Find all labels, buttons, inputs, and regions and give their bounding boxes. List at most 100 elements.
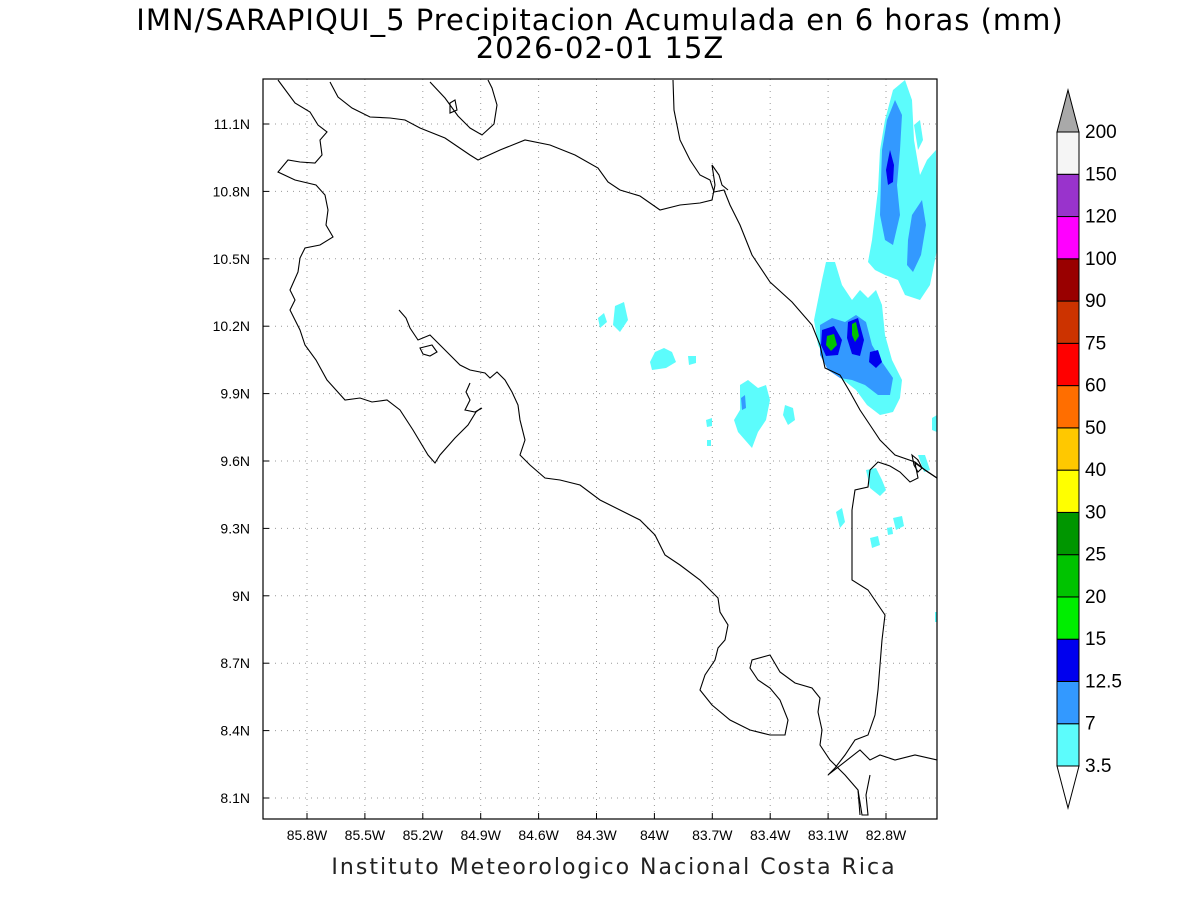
panama-border — [827, 461, 937, 776]
colorbar-level-label: 75 — [1085, 333, 1106, 354]
axis-tick-labels: 85.8W 85.5W 85.2W 84.9W 84.6W 84.3W 84W 83.7W 83… — [213, 116, 907, 843]
colorbar-swatch — [1056, 638, 1080, 682]
lon-tick-label: 84W — [640, 827, 670, 843]
small-island-north — [449, 99, 458, 114]
lat-tick-label: 10.5N — [213, 251, 250, 267]
colorbar-level-label: 20 — [1085, 587, 1106, 608]
precip-area-20mm — [852, 322, 859, 342]
lon-tick-label: 84.3W — [576, 827, 617, 843]
lat-tick-label: 11.1N — [214, 116, 250, 132]
colorbar-swatch — [1056, 173, 1080, 218]
precip-area-20mm — [826, 334, 837, 351]
precip-area-3-5mm — [914, 120, 923, 150]
institution-credit: Instituto Meteorologico Nacional Costa R… — [331, 855, 897, 880]
san-juan-river-north-shore — [429, 79, 498, 136]
colorbar-swatch — [1056, 216, 1080, 260]
precip-area-3-5mm — [870, 536, 880, 548]
precip-area-3-5mm — [836, 508, 845, 528]
colorbar-level-label: 25 — [1085, 545, 1106, 566]
precip-area-3-5mm — [866, 468, 886, 496]
lat-tick-label: 9.9N — [220, 386, 250, 402]
colorbar-swatch — [1056, 131, 1080, 175]
lat-tick-label: 8.7N — [220, 655, 250, 671]
precip-area-3-5mm — [707, 440, 711, 446]
coastlines-and-borders — [277, 79, 937, 816]
colorbar-swatch — [1056, 342, 1080, 387]
precip-area-3-5mm — [650, 348, 676, 370]
colorbar-swatch — [1056, 385, 1080, 429]
precipitation-field — [598, 80, 937, 622]
precip-area-3-5mm — [868, 80, 937, 300]
lon-tick-label: 85.8W — [287, 827, 328, 843]
precip-area-3-5mm — [706, 418, 712, 427]
colorbar-level-label: 120 — [1085, 207, 1117, 228]
colorbar-swatch — [1056, 469, 1080, 513]
lat-tick-label: 9.6N — [220, 453, 250, 469]
colorbar-level-label: 15 — [1085, 629, 1106, 650]
lon-tick-label: 83.1W — [808, 827, 849, 843]
precip-area-12-5mm — [869, 350, 882, 368]
lon-tick-label: 84.9W — [460, 827, 501, 843]
lake-nicaragua-shore — [329, 81, 729, 211]
lon-tick-label: 83.4W — [750, 827, 791, 843]
colorbar-swatch — [1056, 258, 1080, 302]
lat-tick-label: 9.3N — [220, 520, 250, 536]
bocas-island — [911, 453, 923, 473]
colorbar-swatch — [1056, 300, 1080, 344]
lat-tick-label: 8.4N — [220, 723, 250, 739]
lat-tick-label: 10.8N — [213, 183, 250, 199]
lon-tick-label: 83.7W — [692, 827, 733, 843]
colorbar-level-label: 40 — [1085, 460, 1106, 481]
nicaragua-border-coast — [277, 79, 482, 464]
lon-tick-label: 82.8W — [866, 827, 907, 843]
precip-area-3-5mm — [893, 516, 904, 530]
lon-tick-label: 85.5W — [345, 827, 386, 843]
precipitation-colorbar: 3.5 7 12.5 15 20 25 30 40 50 60 75 90 100 120 150 200 — [1056, 88, 1122, 810]
precip-area-3-5mm — [887, 527, 893, 535]
precip-area-7mm — [741, 395, 746, 410]
map-title: IMN/SARAPIQUI_5 Precipitacion Acumulada … — [136, 3, 1064, 37]
colorbar-swatch — [1056, 511, 1080, 556]
colorbar-level-label: 30 — [1085, 502, 1106, 523]
nicoya-gulf-coast — [398, 309, 861, 816]
nicoya-peninsula-tip — [464, 382, 483, 413]
lon-tick-label: 85.2W — [403, 827, 444, 843]
lon-tick-label: 84.6W — [518, 827, 559, 843]
map-plot-area — [277, 79, 937, 816]
precip-area-7mm — [907, 200, 926, 272]
lat-tick-label: 8.1N — [220, 790, 250, 806]
precip-area-3-5mm — [918, 455, 930, 472]
colorbar-swatch — [1056, 427, 1080, 471]
colorbar-level-label: 12.5 — [1085, 671, 1122, 692]
precip-area-3-5mm — [688, 356, 696, 365]
precip-area-3-5mm — [932, 415, 937, 432]
colorbar-under-triangle — [1056, 765, 1080, 810]
colorbar-swatch — [1056, 554, 1080, 598]
burica-peninsula — [857, 774, 871, 816]
precip-area-3-5mm — [783, 405, 795, 425]
colorbar-level-label: 3.5 — [1085, 756, 1111, 777]
colorbar-swatch — [1056, 680, 1080, 725]
colorbar-swatch — [1056, 723, 1080, 767]
precip-area-3-5mm — [598, 313, 607, 328]
colorbar-level-label: 90 — [1085, 291, 1106, 312]
lat-tick-label: 10.2N — [213, 318, 250, 334]
colorbar-level-label: 60 — [1085, 376, 1106, 397]
precip-area-12-5mm — [886, 150, 894, 185]
colorbar-level-label: 50 — [1085, 418, 1106, 439]
map-gridlines — [263, 79, 937, 819]
colorbar-level-label: 100 — [1085, 249, 1117, 270]
caribbean-coast-north — [672, 79, 937, 479]
map-frame — [262, 78, 938, 820]
precip-area-3-5mm — [734, 380, 770, 448]
colorbar-level-label: 150 — [1085, 164, 1117, 185]
colorbar-over-triangle — [1056, 88, 1080, 133]
colorbar-swatch — [1056, 596, 1080, 640]
colorbar-level-label: 200 — [1085, 122, 1117, 143]
precip-area-3-5mm — [613, 302, 628, 332]
lat-tick-label: 9N — [232, 588, 250, 604]
map-subtitle-time: 2026-02-01 15Z — [475, 31, 725, 65]
colorbar-level-label: 7 — [1085, 714, 1096, 735]
chira-island — [419, 344, 438, 357]
